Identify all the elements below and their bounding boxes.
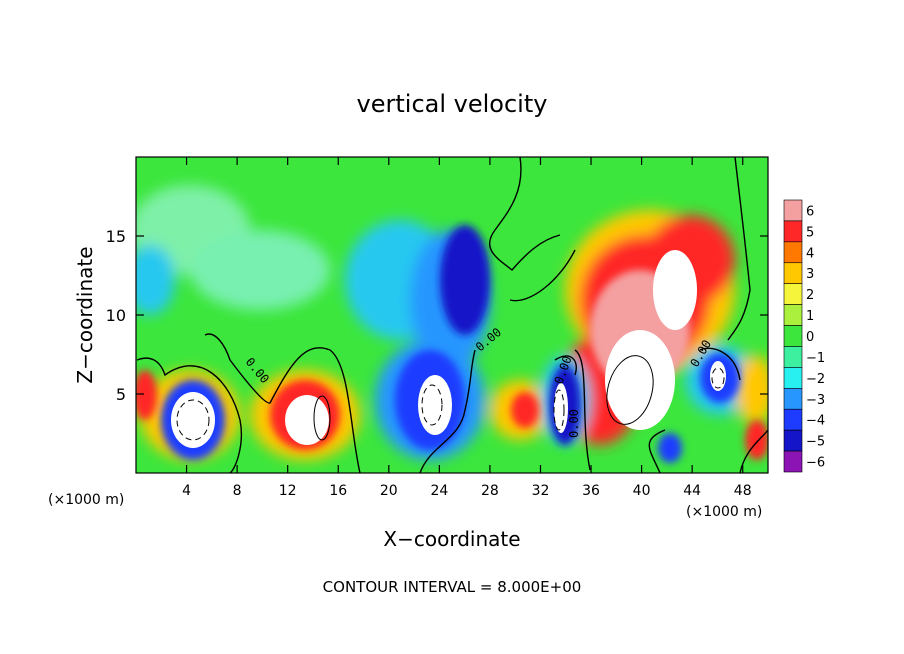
- solid-core-contours: [313, 355, 654, 441]
- x-tick-label: 24: [430, 483, 448, 499]
- colorbar-swatch: [783, 241, 803, 264]
- x-unit-left: (×1000 m): [48, 492, 124, 508]
- x-unit-right: (×1000 m): [686, 504, 762, 520]
- colorbar-swatch: [783, 367, 803, 389]
- x-axis-ticks: 4 8 12 16 20 24 28 32 36 40 44 48: [182, 157, 752, 499]
- colorbar-swatch: [783, 346, 803, 368]
- colorbar-swatch: [783, 220, 803, 243]
- x-tick-label: 16: [329, 483, 347, 499]
- x-tick-label: 48: [734, 483, 752, 499]
- colorbar-label: 6: [806, 204, 814, 219]
- heatmap-field: [136, 157, 768, 473]
- colorbar-swatch: [783, 429, 803, 452]
- y-tick-label: 15: [106, 227, 126, 246]
- colorbar-swatch: [783, 388, 803, 410]
- contour-lines: [136, 157, 768, 473]
- colorbar-swatch: [783, 408, 803, 431]
- chart-title: vertical velocity: [357, 90, 548, 118]
- colorbar-swatch: [783, 325, 803, 347]
- colorbar-label: −3: [806, 393, 825, 408]
- colorbar-label: 5: [806, 225, 814, 240]
- x-tick-label: 44: [683, 483, 701, 499]
- colorbar-label: −1: [806, 351, 825, 366]
- colorbar-label: 1: [806, 309, 814, 324]
- y-tick-label: 10: [106, 306, 126, 325]
- y-tick-label: 5: [116, 385, 126, 404]
- colorbar-swatch: [783, 450, 803, 473]
- colorbar-label: 4: [806, 246, 814, 261]
- x-tick-label: 8: [233, 483, 242, 499]
- y-axis-label: Z−coordinate: [73, 246, 97, 383]
- colorbar-swatch: [783, 304, 803, 326]
- y-axis-ticks: 5 10 15: [106, 227, 768, 404]
- colorbar-swatch: [783, 262, 803, 284]
- dashed-contours: [176, 367, 725, 441]
- colorbar-label: −2: [806, 372, 825, 387]
- contour-label: 0.00: [567, 409, 581, 438]
- x-tick-label: 36: [582, 483, 600, 499]
- colorbar-label: 0: [806, 330, 814, 345]
- colorbar-label: −6: [806, 456, 825, 471]
- colorbar-label: −4: [806, 414, 825, 429]
- colorbar-swatch: [783, 199, 803, 222]
- colorbar-label: 2: [806, 288, 814, 303]
- x-tick-label: 4: [182, 483, 191, 499]
- x-tick-label: 12: [279, 483, 297, 499]
- x-axis-label: X−coordinate: [383, 527, 520, 551]
- contour-interval-note: CONTOUR INTERVAL = 8.000E+00: [323, 578, 582, 596]
- x-tick-label: 40: [633, 483, 651, 499]
- x-tick-label: 28: [481, 483, 499, 499]
- x-tick-label: 20: [380, 483, 398, 499]
- x-tick-label: 32: [532, 483, 550, 499]
- colorbar: 6 5 4 3 2 1 0 −1 −2 −3 −4 −5 −6: [783, 199, 825, 473]
- colorbar-label: −5: [806, 435, 825, 450]
- colorbar-swatch: [783, 283, 803, 305]
- colorbar-label: 3: [806, 267, 814, 282]
